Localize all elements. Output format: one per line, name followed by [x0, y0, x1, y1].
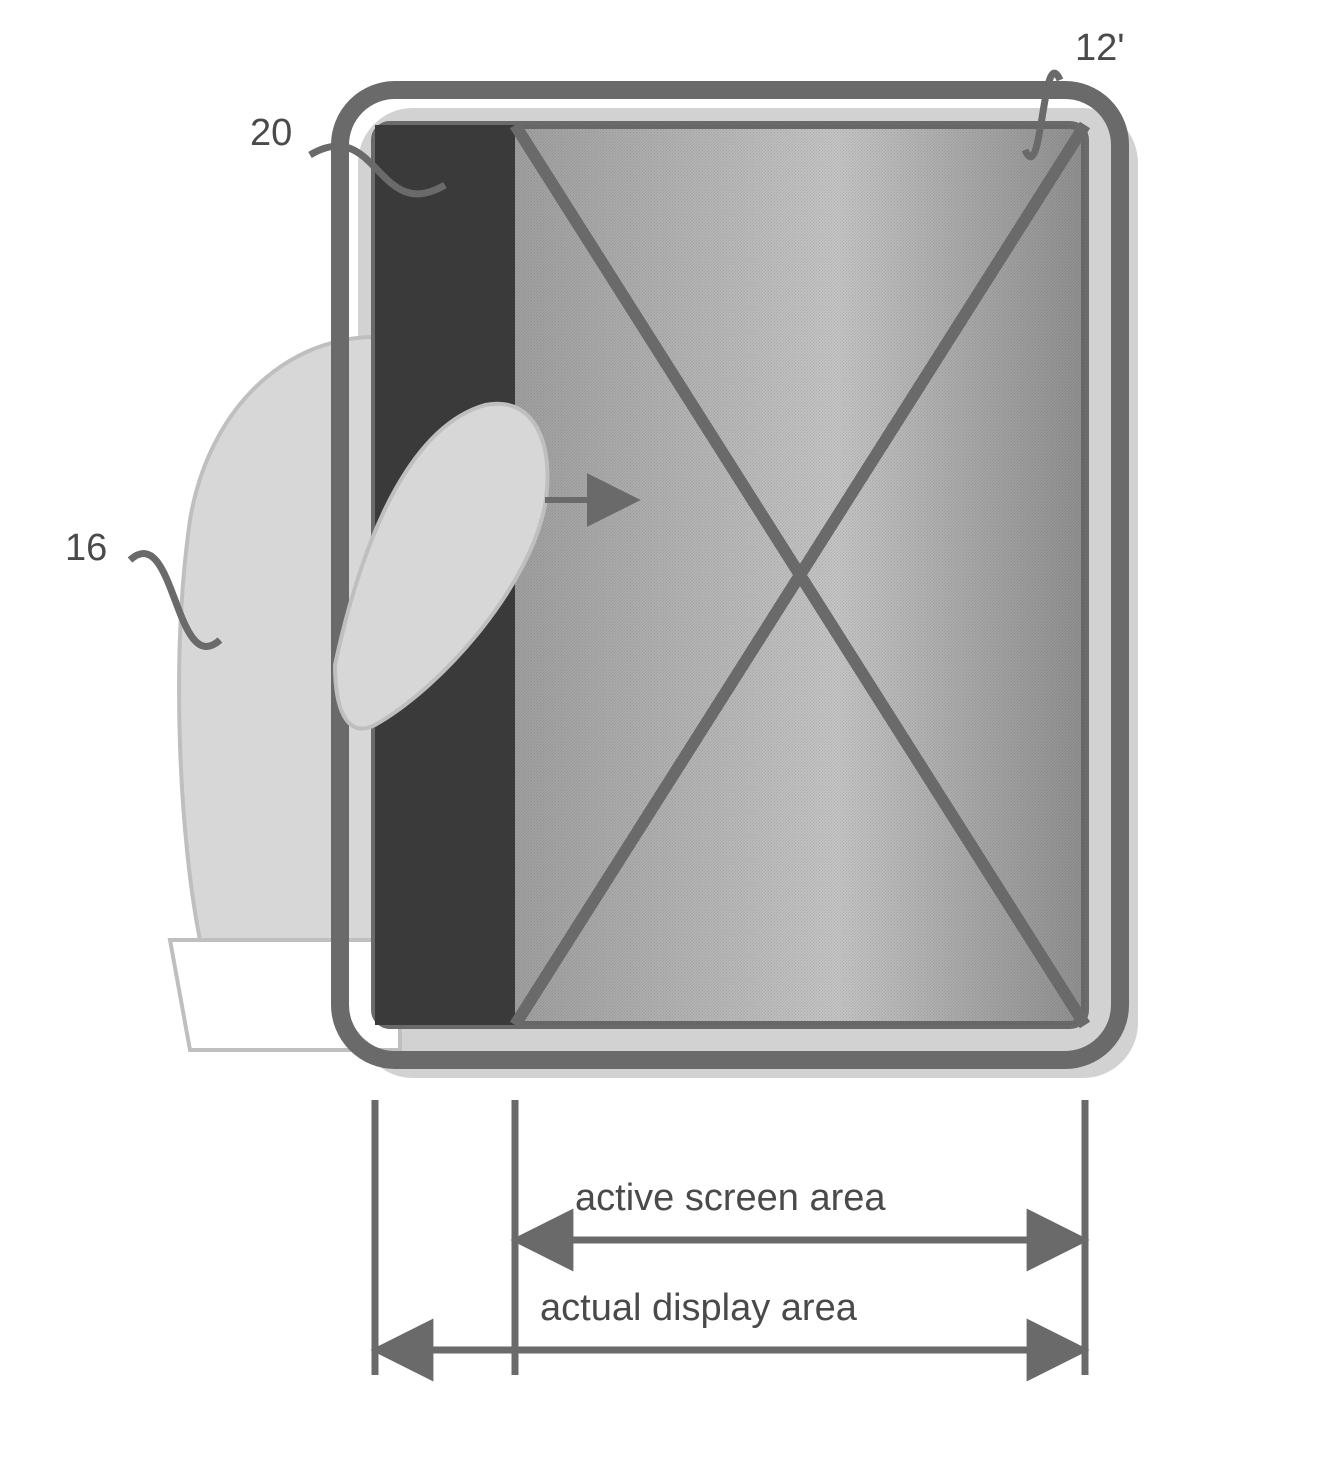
label-16: 16	[65, 527, 107, 569]
label-active-area: active screen area	[575, 1177, 886, 1219]
label-20: 20	[250, 112, 292, 154]
diagram-canvas: 12' 20 16 active screen area actual disp…	[0, 0, 1332, 1470]
label-display-area: actual display area	[540, 1287, 858, 1329]
label-12-prime: 12'	[1075, 27, 1125, 69]
